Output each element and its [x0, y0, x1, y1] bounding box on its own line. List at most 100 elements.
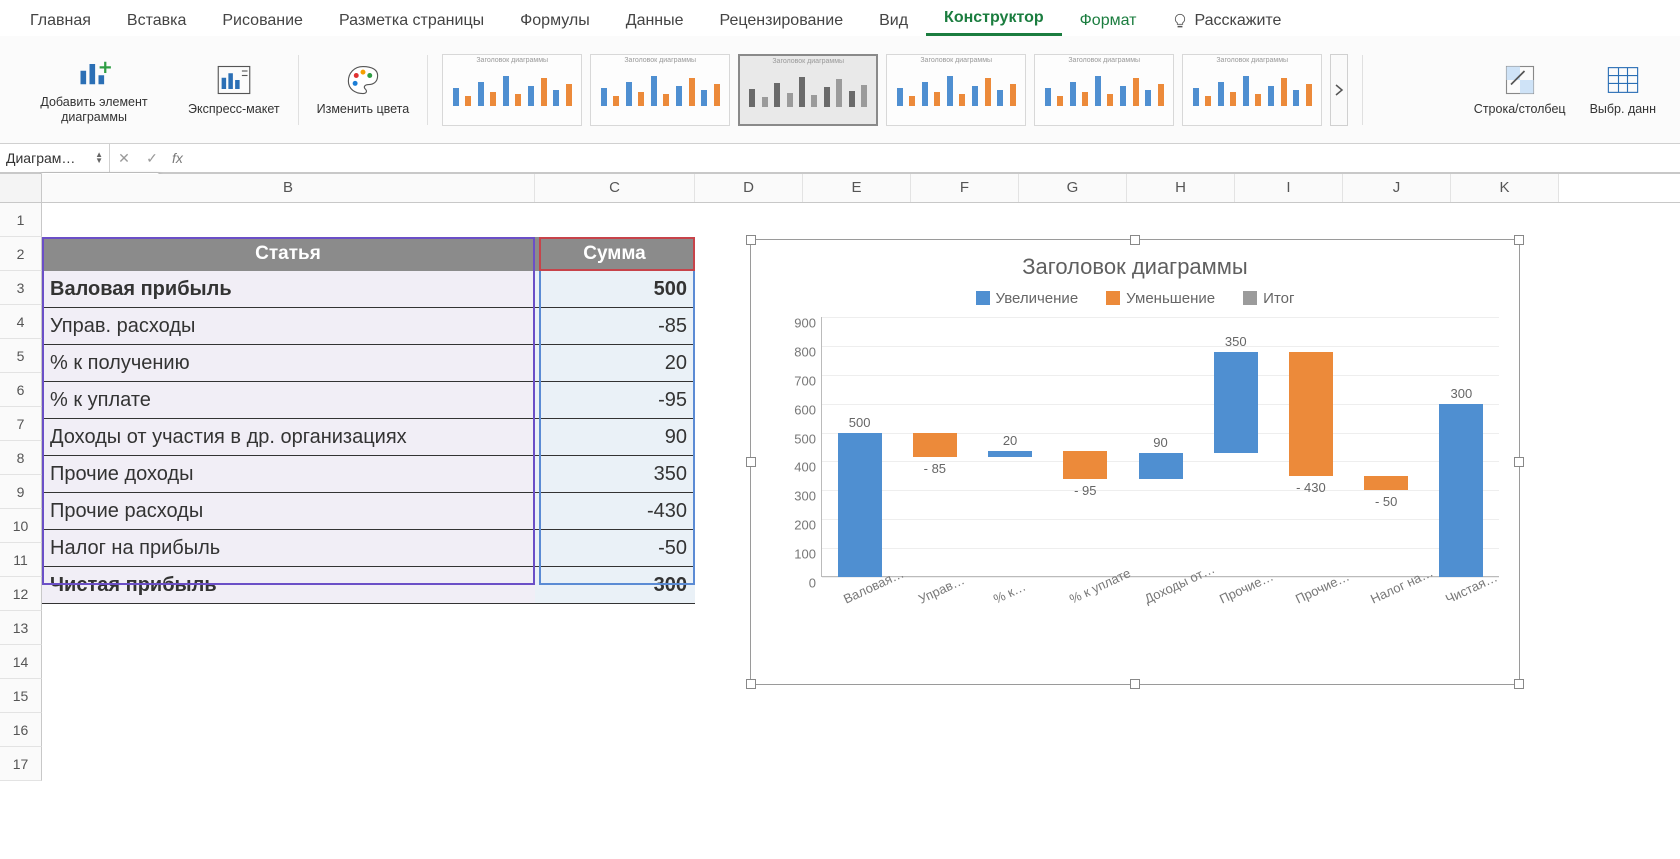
chart-data-label: 20	[980, 433, 1040, 448]
chart-bar[interactable]	[1063, 451, 1107, 478]
chart-resize-handle[interactable]	[746, 457, 756, 467]
row-header-7[interactable]: 7	[0, 407, 42, 441]
table-row[interactable]: Налог на прибыль-50	[42, 530, 695, 567]
table-row[interactable]: Прочие расходы-430	[42, 493, 695, 530]
column-header-J[interactable]: J	[1343, 174, 1451, 202]
row-header-15[interactable]: 15	[0, 679, 42, 713]
column-header-I[interactable]: I	[1235, 174, 1343, 202]
table-row[interactable]: Управ. расходы-85	[42, 308, 695, 345]
row-header-13[interactable]: 13	[0, 611, 42, 645]
add-chart-element-button[interactable]: Добавить элемент диаграммы	[12, 44, 176, 135]
ribbon-tab-0[interactable]: Главная	[12, 6, 109, 36]
chart-style-thumb-2[interactable]: Заголовок диаграммы	[738, 54, 878, 126]
chart-bar[interactable]	[1139, 453, 1183, 479]
chart-resize-handle[interactable]	[1130, 235, 1140, 245]
legend-item[interactable]: Уменьшение	[1106, 290, 1215, 307]
switch-icon	[1502, 62, 1538, 98]
chart-resize-handle[interactable]	[1514, 679, 1524, 689]
row-header-9[interactable]: 9	[0, 475, 42, 509]
column-header-D[interactable]: D	[695, 174, 803, 202]
chart-bar[interactable]	[1214, 352, 1258, 453]
column-header-E[interactable]: E	[803, 174, 911, 202]
ribbon-tab-6[interactable]: Рецензирование	[702, 6, 862, 36]
table-row[interactable]: Валовая прибыль500	[42, 271, 695, 308]
switch-row-column-button[interactable]: Строка/столбец	[1462, 44, 1578, 135]
name-box[interactable]: Диаграм… ▲▼ Поле для имени	[0, 144, 110, 172]
switch-row-column-label: Строка/столбец	[1474, 102, 1566, 117]
enter-formula-button[interactable]: ✓	[138, 150, 166, 167]
row-header-17[interactable]: 17	[0, 747, 42, 781]
row-header-8[interactable]: 8	[0, 441, 42, 475]
chart-resize-handle[interactable]	[746, 235, 756, 245]
data-table: Статья Сумма Валовая прибыль500Управ. ра…	[42, 237, 695, 604]
chart-legend[interactable]: Увеличение Уменьшение Итог	[751, 290, 1519, 317]
ribbon-tab-3[interactable]: Разметка страницы	[321, 6, 502, 36]
ribbon-tab-4[interactable]: Формулы	[502, 6, 608, 36]
chart-bar[interactable]	[988, 451, 1032, 457]
ribbon-tab-9[interactable]: Формат	[1062, 6, 1155, 36]
row-header-11[interactable]: 11	[0, 543, 42, 577]
table-row[interactable]: % к уплате-95	[42, 382, 695, 419]
column-header-G[interactable]: G	[1019, 174, 1127, 202]
chart-resize-handle[interactable]	[1514, 457, 1524, 467]
chart-style-thumb-3[interactable]: Заголовок диаграммы	[886, 54, 1026, 126]
row-header-3[interactable]: 3	[0, 271, 42, 305]
row-header-1[interactable]: 1	[0, 203, 42, 237]
chart-bar[interactable]	[913, 433, 957, 458]
tell-me-button[interactable]: Расскажите	[1154, 6, 1299, 36]
chart-title[interactable]: Заголовок диаграммы	[751, 240, 1519, 290]
row-header-12[interactable]: 12	[0, 577, 42, 611]
ribbon-tab-5[interactable]: Данные	[608, 6, 702, 36]
chart-data-label: 350	[1206, 334, 1266, 349]
row-header-10[interactable]: 10	[0, 509, 42, 543]
row-header-14[interactable]: 14	[0, 645, 42, 679]
row-header-2[interactable]: 2	[0, 237, 42, 271]
column-header-C[interactable]: C	[535, 174, 695, 202]
name-box-spinner[interactable]: ▲▼	[95, 152, 103, 164]
chart-bar[interactable]	[1289, 352, 1333, 476]
cells[interactable]: Статья Сумма Валовая прибыль500Управ. ра…	[42, 203, 1680, 781]
ribbon-tab-8[interactable]: Конструктор	[926, 3, 1062, 36]
column-header-B[interactable]: B	[42, 174, 535, 202]
row-header-4[interactable]: 4	[0, 305, 42, 339]
chart-bar[interactable]	[838, 433, 882, 577]
chart-bar[interactable]	[1439, 404, 1483, 577]
column-header-F[interactable]: F	[911, 174, 1019, 202]
column-header-H[interactable]: H	[1127, 174, 1235, 202]
table-header-row: Статья Сумма	[42, 237, 695, 271]
cancel-formula-button[interactable]: ✕	[110, 150, 138, 167]
chart-resize-handle[interactable]	[1514, 235, 1524, 245]
select-data-button[interactable]: Выбр. данн	[1578, 44, 1668, 135]
quick-layout-button[interactable]: Экспресс-макет	[176, 44, 292, 135]
column-header-K[interactable]: K	[1451, 174, 1559, 202]
chart-style-thumb-4[interactable]: Заголовок диаграммы	[1034, 54, 1174, 126]
chart-resize-handle[interactable]	[1130, 679, 1140, 689]
row-header-16[interactable]: 16	[0, 713, 42, 747]
style-gallery-scroll-button[interactable]	[1330, 54, 1348, 126]
table-cell-name: Налог на прибыль	[42, 530, 535, 566]
chart-resize-handle[interactable]	[746, 679, 756, 689]
chart-bar[interactable]	[1364, 476, 1408, 490]
table-cell-name: Валовая прибыль	[42, 271, 535, 307]
change-colors-button[interactable]: Изменить цвета	[305, 44, 422, 135]
chart-style-thumb-1[interactable]: Заголовок диаграммы	[590, 54, 730, 126]
table-row[interactable]: % к получению20	[42, 345, 695, 382]
palette-icon	[345, 62, 381, 98]
select-data-label: Выбр. данн	[1590, 102, 1656, 117]
row-headers: 1234567891011121314151617	[0, 203, 42, 781]
table-row[interactable]: Чистая прибыль300	[42, 567, 695, 604]
legend-item[interactable]: Итог	[1243, 290, 1294, 307]
chart-style-thumb-0[interactable]: Заголовок диаграммы	[442, 54, 582, 126]
chart-object[interactable]: Заголовок диаграммы Увеличение Уменьшение…	[750, 239, 1520, 685]
ribbon-tab-7[interactable]: Вид	[861, 6, 926, 36]
ribbon-tab-1[interactable]: Вставка	[109, 6, 204, 36]
select-all-corner[interactable]	[0, 174, 42, 202]
table-row[interactable]: Прочие доходы350	[42, 456, 695, 493]
table-row[interactable]: Доходы от участия в др. организациях90	[42, 419, 695, 456]
chart-plot-area[interactable]: 0100200300400500600700800900500- 8520- 9…	[821, 317, 1499, 577]
legend-item[interactable]: Увеличение	[976, 290, 1079, 307]
chart-style-thumb-5[interactable]: Заголовок диаграммы	[1182, 54, 1322, 126]
row-header-6[interactable]: 6	[0, 373, 42, 407]
ribbon-tab-2[interactable]: Рисование	[204, 6, 321, 36]
row-header-5[interactable]: 5	[0, 339, 42, 373]
